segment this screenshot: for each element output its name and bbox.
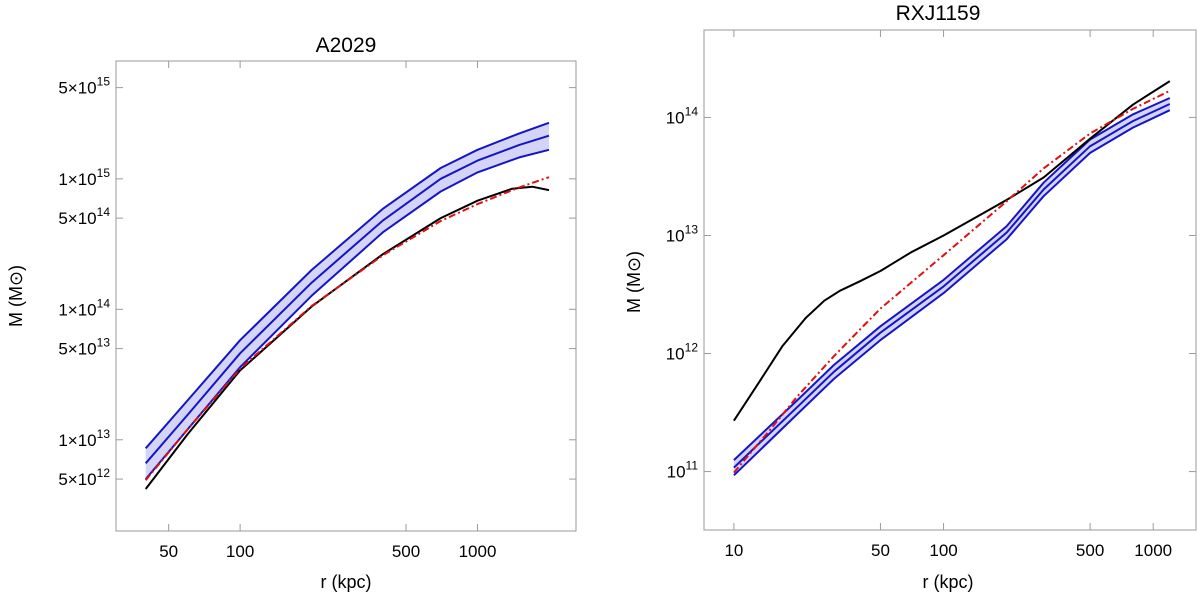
x-axis-label: r (kpc) xyxy=(923,572,974,592)
y-tick-exponent: 14 xyxy=(97,296,111,310)
y-tick-exponent: 12 xyxy=(685,341,699,355)
y-axis-label: M (M⊙) xyxy=(6,265,26,327)
y-tick-label: 1013 xyxy=(666,222,699,245)
band-upper-line xyxy=(144,121,550,449)
y-tick-mantissa: 10 xyxy=(666,226,685,245)
y-tick-label: 5×1012 xyxy=(58,466,110,489)
y-tick-label: 1×1015 xyxy=(58,166,110,189)
y-tick-times: ×10 xyxy=(68,209,97,228)
x-tick-label: 100 xyxy=(226,542,254,561)
series-layer xyxy=(733,80,1171,474)
y-tick-mantissa: 1 xyxy=(58,170,67,189)
band-fill xyxy=(145,122,549,480)
x-tick-label: 1000 xyxy=(459,542,497,561)
y-tick-exponent: 13 xyxy=(97,427,111,441)
y-tick-mantissa: 5 xyxy=(58,470,67,489)
chart-a2029: A2029 50 100 500 1000 5×10121×10135×10131×1… xyxy=(6,34,577,592)
x-tick-label: 500 xyxy=(1076,541,1104,560)
band-upper-line xyxy=(733,97,1171,461)
series-line-solid xyxy=(144,185,550,490)
x-tick-label: 50 xyxy=(159,542,178,561)
series-line-dashdot xyxy=(733,89,1171,474)
x-tick-label: 10 xyxy=(724,541,743,560)
band-center-line xyxy=(144,134,550,464)
y-tick-exponent: 13 xyxy=(97,336,111,350)
y-tick-label: 1012 xyxy=(666,341,699,364)
y-tick-times: ×10 xyxy=(68,431,97,450)
y-tick-label: 5×1014 xyxy=(58,205,110,228)
x-tick-label: 100 xyxy=(929,541,957,560)
y-tick-times: ×10 xyxy=(68,300,97,319)
x-tick-label: 50 xyxy=(871,541,890,560)
chart-title: A2029 xyxy=(316,34,377,57)
y-tick-mantissa: 10 xyxy=(667,463,686,482)
x-axis-label: r (kpc) xyxy=(321,572,372,592)
x-tick-label: 500 xyxy=(392,542,420,561)
x-ticks: 50 100 500 1000 xyxy=(159,61,496,561)
y-tick-times: ×10 xyxy=(68,470,97,489)
series-line-dashdot xyxy=(144,176,550,481)
plot-frame xyxy=(703,29,1197,531)
y-tick-exponent: 14 xyxy=(97,205,111,219)
y-tick-label: 1×1013 xyxy=(58,427,110,450)
y-tick-exponent: 13 xyxy=(685,222,699,236)
y-tick-exponent: 12 xyxy=(97,466,111,480)
y-tick-mantissa: 1 xyxy=(58,431,67,450)
band-lower-line xyxy=(733,109,1171,477)
band-layer xyxy=(144,121,550,480)
y-ticks: 5×10121×10135×10131×10145×10141×10155×10… xyxy=(58,75,576,489)
band-lower-line xyxy=(144,148,550,480)
series-layer xyxy=(144,176,550,490)
y-tick-label: 1×1014 xyxy=(58,296,110,319)
y-tick-exponent: 14 xyxy=(685,104,699,118)
y-tick-mantissa: 5 xyxy=(58,340,67,359)
y-tick-mantissa: 10 xyxy=(666,345,685,364)
x-tick-label: 1000 xyxy=(1134,541,1172,560)
x-ticks: 10 50 100 500 1000 xyxy=(724,30,1172,560)
y-tick-mantissa: 10 xyxy=(666,108,685,127)
y-tick-exponent: 15 xyxy=(97,75,111,89)
y-tick-mantissa: 1 xyxy=(58,300,67,319)
y-tick-label: 5×1013 xyxy=(58,336,110,359)
plot-frame xyxy=(115,60,577,532)
y-tick-label: 1014 xyxy=(666,104,699,127)
y-tick-label: 5×1015 xyxy=(58,75,110,98)
y-axis-label: M (M⊙) xyxy=(624,251,644,313)
y-tick-mantissa: 5 xyxy=(58,79,67,98)
chart-rxj1159: RXJ1159 10 50 100 500 1000 1011101210131014 … xyxy=(624,2,1197,592)
y-tick-times: ×10 xyxy=(68,79,97,98)
y-tick-times: ×10 xyxy=(68,170,97,189)
y-tick-mantissa: 5 xyxy=(58,209,67,228)
band-layer xyxy=(733,97,1171,477)
chart-title: RXJ1159 xyxy=(896,2,981,25)
series-line-solid xyxy=(733,80,1171,422)
y-tick-exponent: 15 xyxy=(97,166,111,180)
y-tick-exponent: 11 xyxy=(686,459,699,473)
band-center-line xyxy=(733,103,1171,469)
y-tick-times: ×10 xyxy=(68,340,97,359)
y-tick-label: 1011 xyxy=(667,459,699,482)
